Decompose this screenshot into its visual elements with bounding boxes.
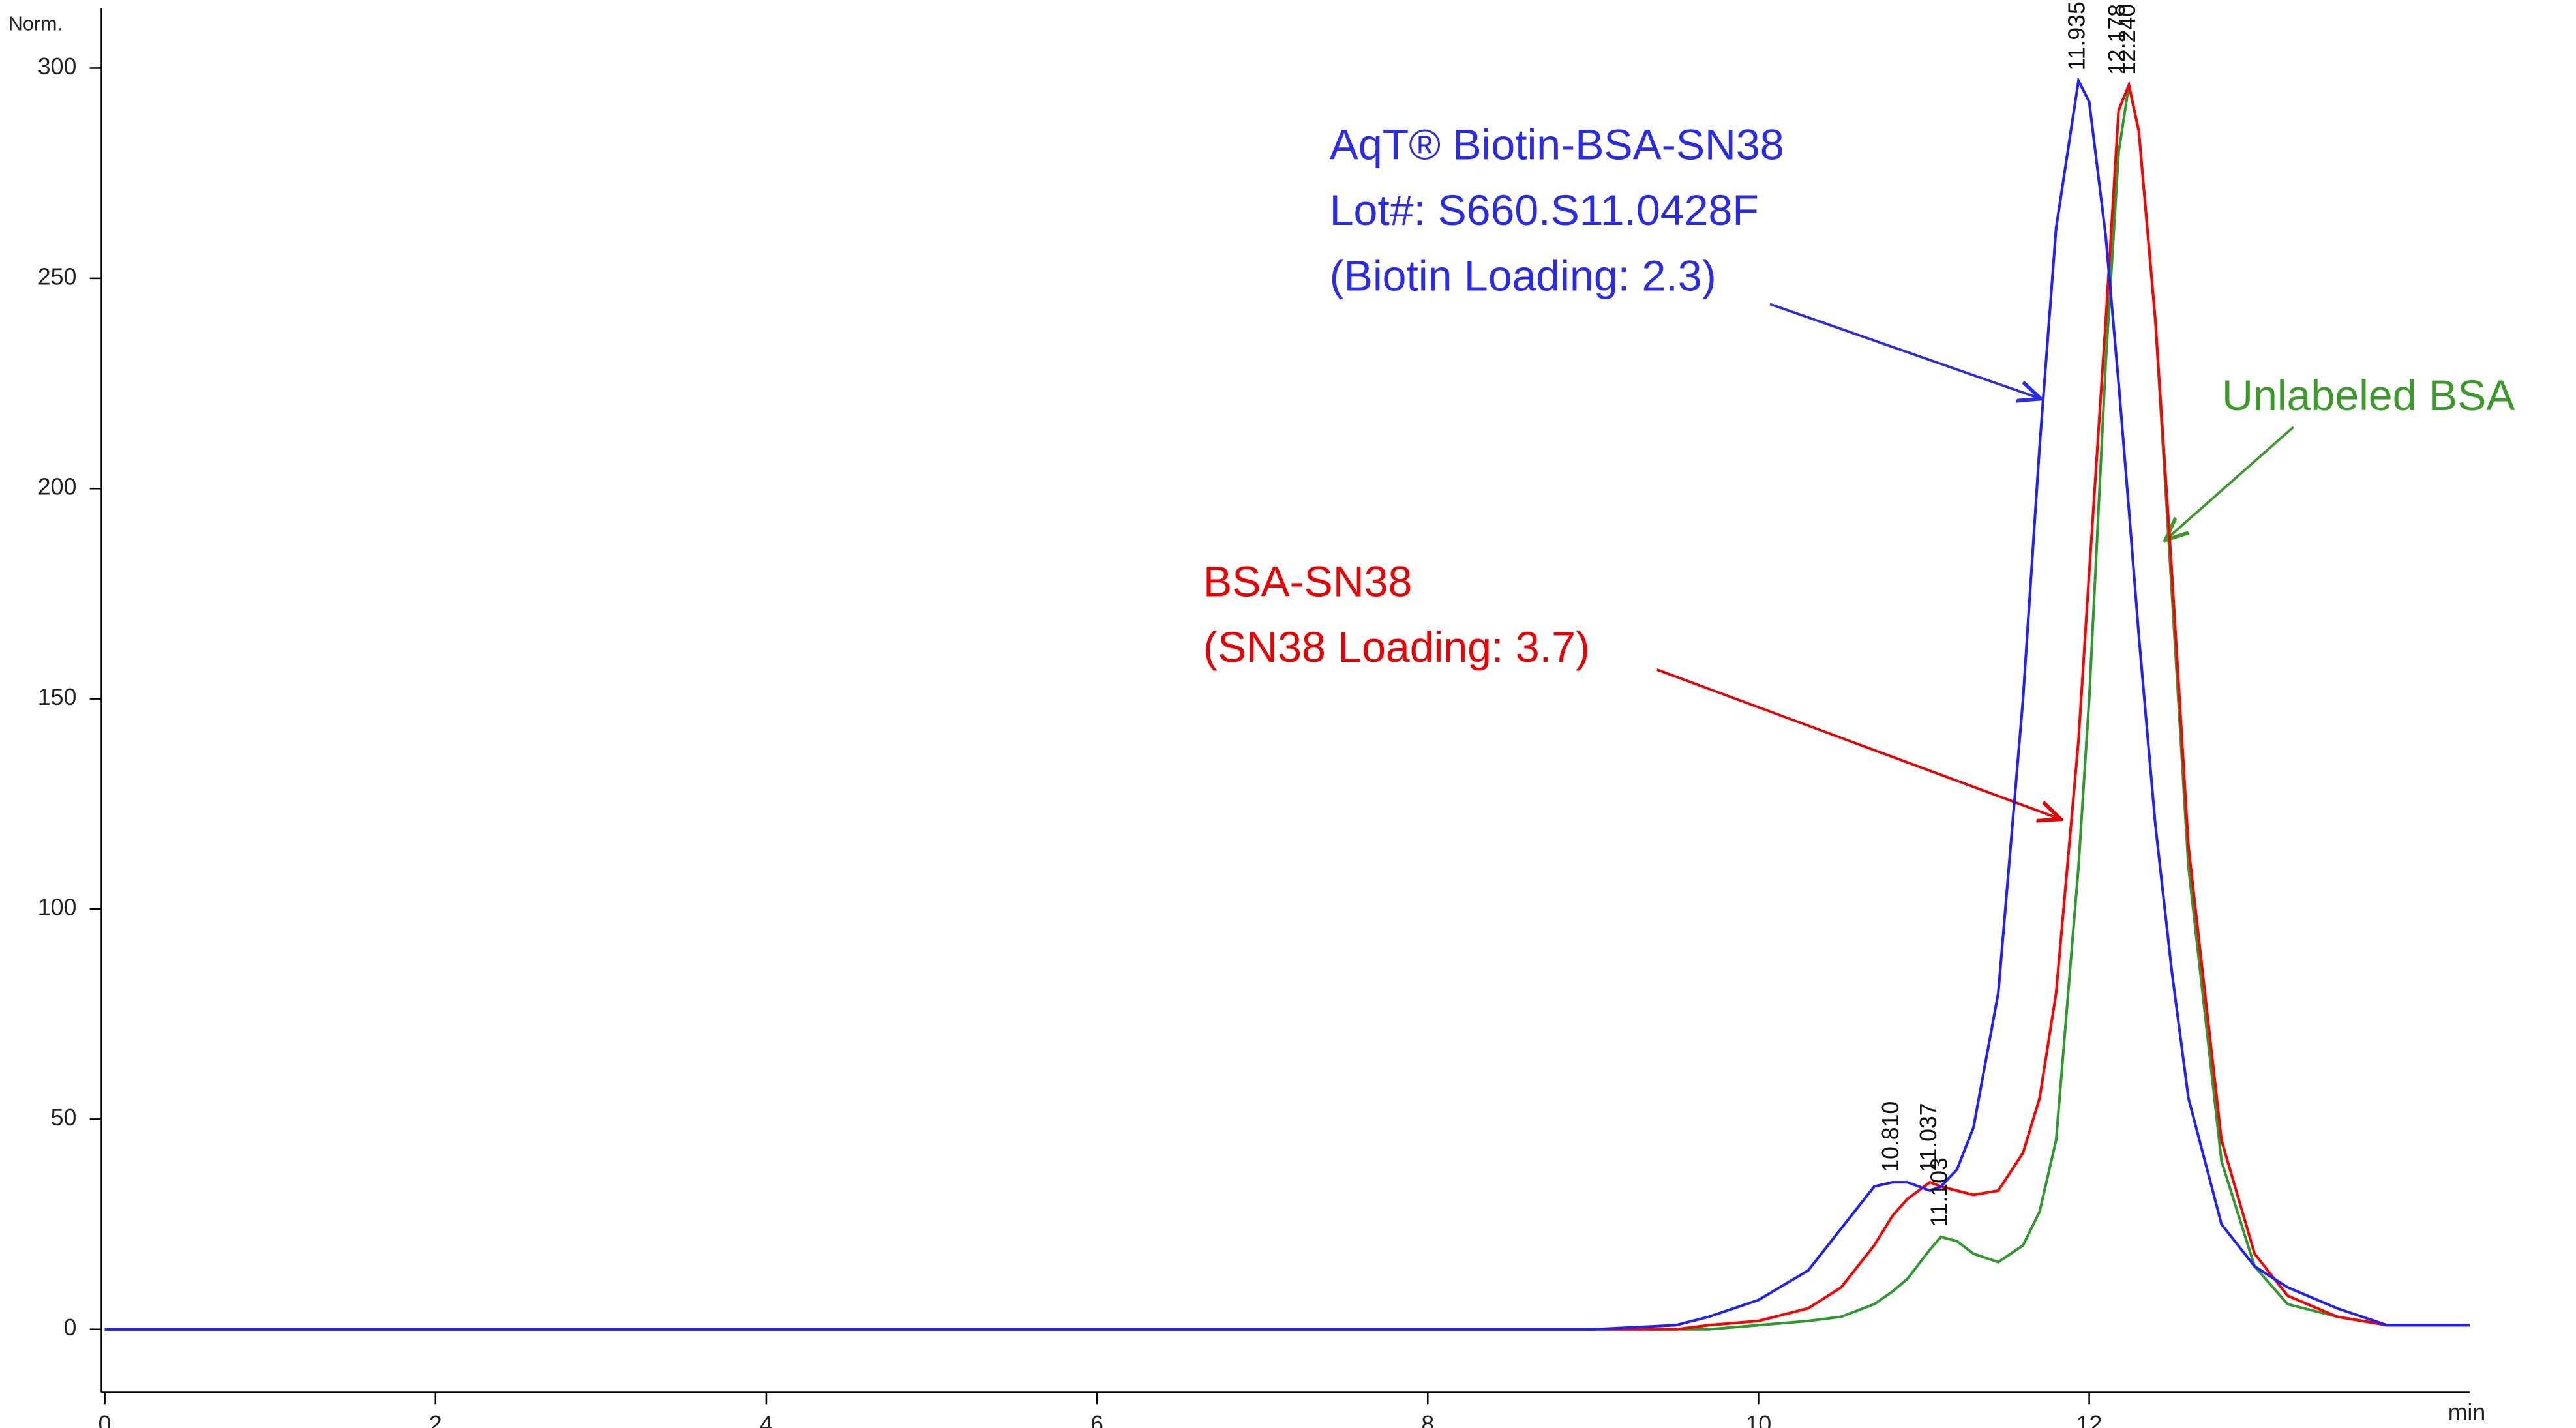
y-tick-label: 250 [38, 263, 76, 290]
y-axis-label: Norm. [8, 12, 63, 35]
x-tick-label: 4 [760, 1411, 773, 1428]
annotation: AqT® Biotin-BSA-SN38 [1330, 121, 1784, 169]
y-tick-label: 300 [38, 53, 76, 80]
peak-label: 11.037 [1915, 1103, 1941, 1172]
x-tick-label: 0 [98, 1411, 112, 1428]
x-tick-label: 8 [1421, 1411, 1434, 1428]
annotation: Lot#: S660.S11.0428F [1330, 186, 1759, 235]
x-tick-label: 12 [2076, 1411, 2103, 1428]
x-axis-label: min [2448, 1399, 2485, 1425]
peak-label: 12.240 [2114, 4, 2140, 75]
x-tick-label: 10 [1746, 1411, 1772, 1428]
annotation: Unlabeled BSA [2222, 372, 2515, 420]
peak-label: 11.935 [2064, 1, 2090, 70]
peak-label: 11.103 [1926, 1157, 1953, 1227]
x-tick-label: 2 [429, 1411, 442, 1428]
annotation: (SN38 Loading: 3.7) [1203, 623, 1590, 672]
y-tick-label: 100 [38, 894, 76, 920]
y-tick-label: 150 [38, 684, 76, 710]
x-tick-label: 6 [1090, 1411, 1103, 1428]
annotation: BSA-SN38 [1203, 558, 1412, 606]
arrow [1656, 668, 2061, 819]
y-tick-label: 200 [38, 474, 76, 500]
series-line [104, 80, 2470, 1331]
series-line [104, 76, 2470, 1331]
peak-label: 10.810 [1878, 1101, 1904, 1172]
series-line [104, 84, 2470, 1331]
arrow [2165, 426, 2294, 540]
y-tick-label: 50 [51, 1105, 77, 1131]
y-tick-label: 0 [63, 1315, 76, 1341]
annotation: (Biotin Loading: 2.3) [1330, 252, 1716, 301]
peak-label: 12.178 [2104, 4, 2130, 75]
arrow [1769, 303, 2041, 398]
